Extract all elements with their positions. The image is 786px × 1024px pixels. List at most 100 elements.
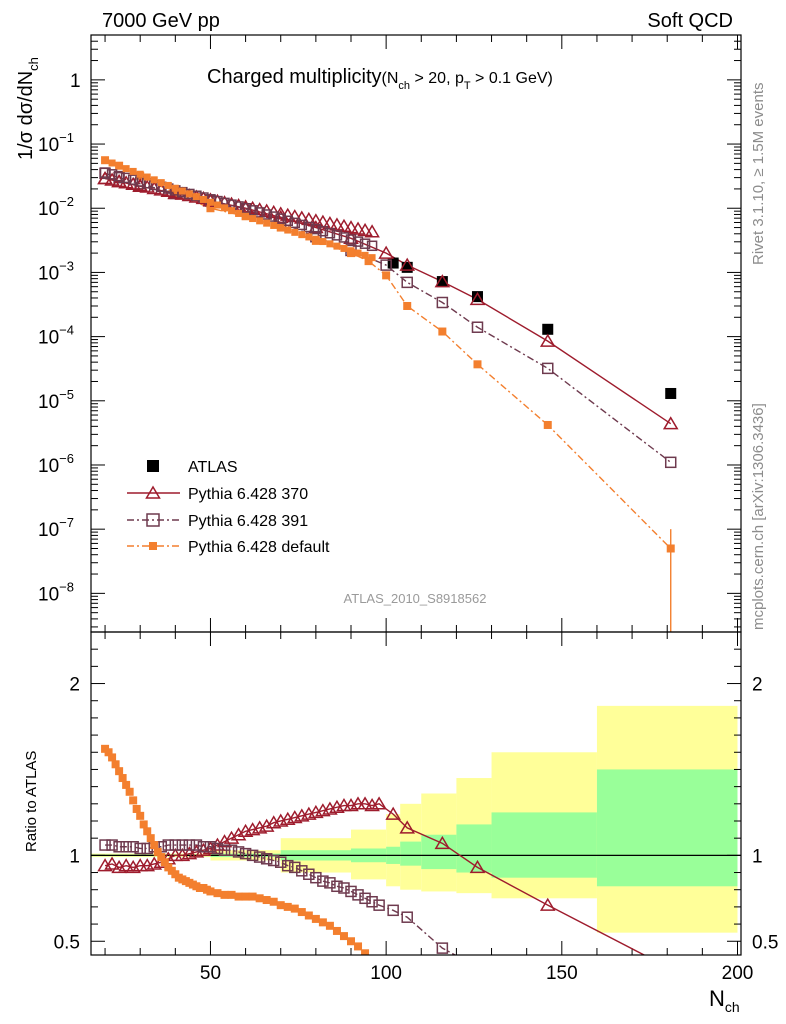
y-axis-label-ratio: Ratio to ATLAS <box>23 751 40 852</box>
x-tick-label-200: 200 <box>722 963 754 984</box>
main-point-p391-12 <box>471 321 484 333</box>
main-point-p391-14 <box>664 456 677 469</box>
main-dense-p391-90 <box>345 234 357 245</box>
ratio-point-p391-10 <box>169 839 182 851</box>
plot-title-sub-open: (N <box>382 70 399 87</box>
main-point-pdef-10 <box>382 271 391 280</box>
main-point-p370-9 <box>378 245 394 259</box>
x-tick-label-50: 50 <box>200 963 221 984</box>
series-markers <box>97 156 679 955</box>
main-dense-pdef-56 <box>228 207 236 215</box>
band-inner-9 <box>596 769 738 887</box>
ratio-point-pdef-34 <box>234 892 243 901</box>
main-dense-p370-76 <box>293 210 310 224</box>
main-dense-p391-96 <box>366 240 378 252</box>
main-dense-pdef-70 <box>277 224 285 232</box>
ratio-point-p391-17 <box>218 844 231 856</box>
main-point-pdef-15 <box>666 544 675 553</box>
main-point-pdef-3 <box>171 189 180 198</box>
main-dense-p391-80 <box>310 223 322 235</box>
main-dense-p391-78 <box>303 221 315 233</box>
ratio-point-p391-18 <box>225 844 238 856</box>
band-inner-5 <box>400 841 422 866</box>
main-dense-p391-20 <box>99 167 111 178</box>
main-dense-pdef-36 <box>157 179 165 187</box>
ratio-point-p391-31 <box>317 875 329 887</box>
ratio-point-p391-36 <box>352 889 364 901</box>
main-dense-pdef-30 <box>136 170 144 178</box>
ratio-point-pdef-35 <box>241 892 250 901</box>
main-point-data-2 <box>436 276 448 288</box>
y-tick-label-6: 10−6 <box>38 451 74 477</box>
ratio-point-pdef-9 <box>132 804 141 813</box>
x-axis-label-a: N <box>709 986 725 1011</box>
main-point-p391-13 <box>542 362 554 375</box>
ratio-point-pdef-30 <box>206 887 215 896</box>
ratio-point-pdef-10 <box>136 811 145 820</box>
ratio-point-p370-43 <box>469 859 486 874</box>
main-dense-pdef-42 <box>178 187 186 195</box>
plot-title-sub-mid: > 20, p <box>410 70 464 87</box>
ratio-point-pdef-36 <box>248 892 257 901</box>
ratio-point-p391-19 <box>232 846 245 858</box>
ratio-point-pdef-48 <box>332 926 341 935</box>
ratio-point-pdef-3 <box>111 760 120 769</box>
ratio-point-pdef-6 <box>122 780 131 789</box>
ratio-point-pdef-39 <box>269 897 278 906</box>
ratio-point-p391-0 <box>99 839 111 851</box>
plot-title-sub-ch: ch <box>398 80 410 92</box>
x-axis-label: Nch <box>709 986 740 1015</box>
ratio-point-p391-12 <box>183 839 196 851</box>
main-dense-pdef-34 <box>150 176 158 184</box>
main-dense-pdef-26 <box>122 165 130 173</box>
ratio-point-pdef-40 <box>276 901 285 910</box>
main-dense-p391-92 <box>352 236 364 247</box>
y-tick-mantissa-4: 10 <box>38 328 59 349</box>
main-dense-p391-82 <box>317 225 329 237</box>
y-tick-exponent-3: −3 <box>59 258 74 273</box>
ratio-point-pdef-41 <box>283 902 292 911</box>
ratio-point-p391-16 <box>211 842 224 855</box>
main-dense-p391-72 <box>282 215 294 227</box>
ratio-point-p370-44 <box>539 897 556 911</box>
ratio-y-tick-label-right-0.5: 0.5 <box>752 932 778 953</box>
main-dense-pdef-28 <box>129 167 137 175</box>
band-inner-6 <box>421 834 457 870</box>
y-tick-mantissa-2: 10 <box>38 199 59 220</box>
main-dense-pdef-48 <box>199 195 207 203</box>
ratio-point-pdef-33 <box>227 890 236 899</box>
plot-title: Charged multiplicity(Nch > 20, pT > 0.1 … <box>207 66 553 92</box>
rivet-label: Rivet 3.1.10, ≥ 1.5M events <box>750 83 767 266</box>
ratio-point-p391-21 <box>246 849 259 862</box>
ratio-point-p370-37 <box>357 796 373 810</box>
legend-marker-pdef <box>149 542 157 550</box>
main-dense-pdef-64 <box>256 217 264 225</box>
ratio-point-p391-11 <box>176 839 189 851</box>
main-dense-pdef-50 <box>206 198 214 206</box>
ratio-point-pdef-12 <box>143 827 152 836</box>
ratio-point-p391-27 <box>289 861 301 874</box>
main-dense-pdef-32 <box>143 173 151 181</box>
main-dense-p370-86 <box>329 217 345 231</box>
main-dense-pdef-38 <box>164 181 172 189</box>
ratio-point-pdef-11 <box>139 820 148 829</box>
y-tick-label-0: 1 <box>70 71 81 92</box>
main-dense-pdef-60 <box>242 212 250 220</box>
main-point-data-3 <box>471 291 483 303</box>
plot-frames <box>90 34 742 956</box>
ratio-point-p391-26 <box>282 859 294 872</box>
header-left: 7000 GeV pp <box>102 10 220 32</box>
ratio-point-p370-1 <box>104 856 120 870</box>
ratio-point-p391-35 <box>345 885 357 898</box>
main-dense-p391-62 <box>247 205 258 216</box>
main-dense-pdef-92 <box>354 249 362 257</box>
ratio-y-tick-label-right-2: 2 <box>752 675 763 696</box>
main-point-pdef-13 <box>473 360 482 369</box>
y-tick-mantissa-1: 10 <box>38 135 59 156</box>
ratio-point-p391-30 <box>310 871 322 884</box>
main-dense-p391-76 <box>296 219 308 231</box>
main-point-pdef-12 <box>438 327 447 336</box>
main-dense-p391-74 <box>289 217 301 229</box>
main-dense-p391-94 <box>359 238 371 249</box>
main-dense-p391-70 <box>275 213 286 224</box>
